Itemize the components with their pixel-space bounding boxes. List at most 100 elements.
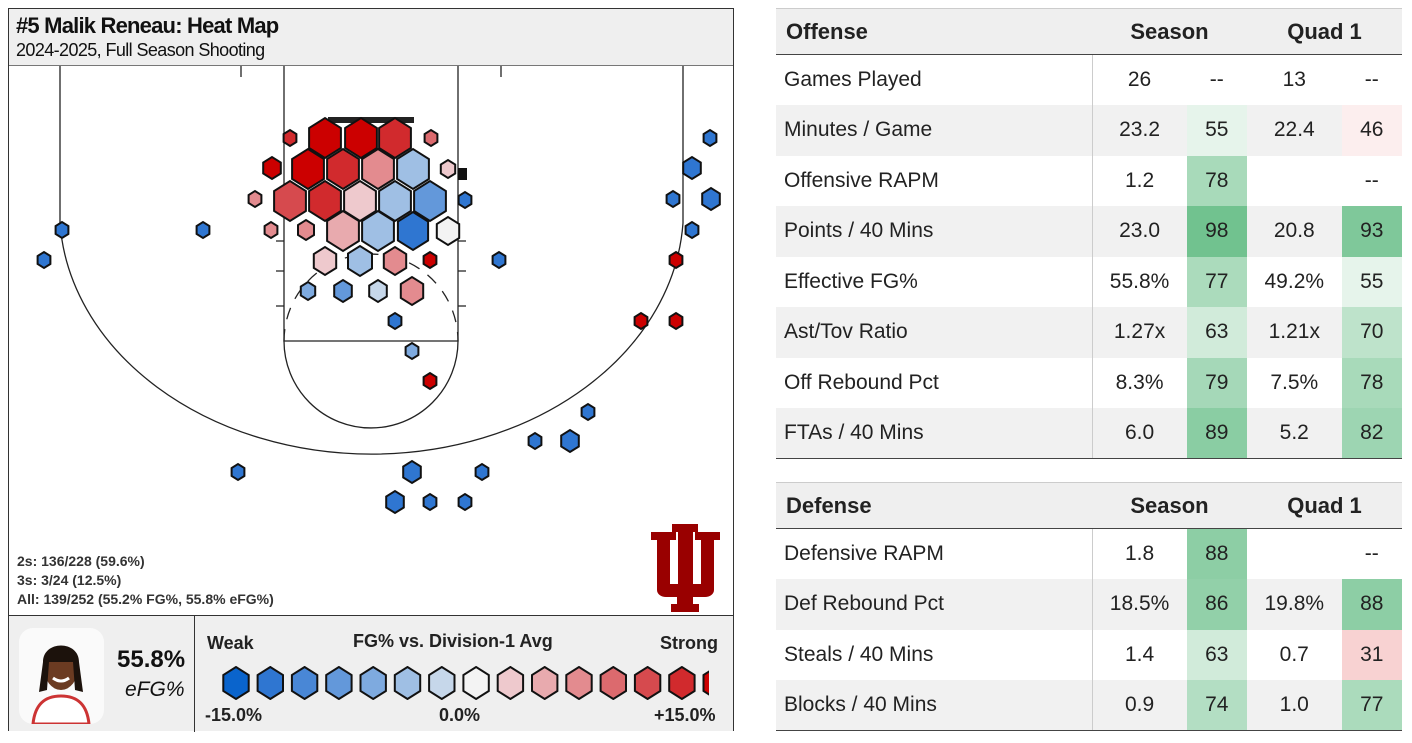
shot-hexagon [457,492,473,512]
shot-hexagon [422,371,438,391]
shot-hexagon [527,431,543,451]
page-title: #5 Malik Reneau: Heat Map [16,13,279,38]
season-percentile: 88 [1186,528,1247,579]
shot-hexagon [333,278,353,304]
shot-hexagon [344,116,378,160]
legend-hexagon [496,666,525,700]
stat-label: Blocks / 40 Mins [776,680,1093,731]
stat-label: Steals / 40 Mins [776,629,1093,680]
legend-hexagon [325,666,353,700]
season-percentile: 55 [1186,105,1247,156]
quad1-value: 5.2 [1246,408,1342,459]
quad1-percentile: 46 [1341,105,1402,156]
shot-hexagon [361,147,395,191]
season-value: 1.27x [1092,307,1187,358]
quad1-percentile: 93 [1341,206,1402,257]
season-percentile: -- [1209,68,1224,91]
section-header: Defense [776,482,1093,529]
shot-hexagon [682,155,702,181]
season-percentile: 63 [1186,629,1247,680]
season-value: 1.8 [1124,542,1155,565]
legend-hexagon [393,666,422,700]
legend-min: -15.0% [205,705,263,725]
shot-hexagon [361,209,395,253]
shot-hexagon [422,492,438,512]
section-header: Offense [776,8,1093,55]
shot-hexagon [396,147,430,191]
shot-hexagon [387,311,403,331]
season-value: 26 [1127,68,1152,91]
stat-label: Points / 40 Mins [776,206,1093,257]
quad1-percentile: -- [1364,542,1379,565]
shot-hexagon [702,128,718,148]
quad1-value: 49.2% [1264,269,1325,293]
shot-hexagon [439,158,457,180]
table-row: FTAs / 40 Mins 6.0 89 5.2 82 [776,408,1402,459]
legend-hexagon [599,666,627,700]
shot-hexagon [36,250,52,270]
table-header: Defense Season Quad 1 [776,482,1402,529]
table-row: Points / 40 Mins 23.0 98 20.8 93 [776,206,1402,257]
legend-max: +15.0% [654,705,716,725]
legend-footer: 55.8% eFG% Weak FG% vs. Division-1 Avg S… [9,615,733,732]
quad1-value: 0.7 [1279,642,1309,666]
shot-hexagon [457,190,473,210]
legend-hexagon [531,666,559,700]
quad1-percentile: 31 [1341,629,1402,680]
shot-hexagon [308,179,342,223]
season-value: 1.4 [1124,642,1155,666]
season-value: 23.2 [1092,105,1187,156]
season-percentile: 78 [1186,155,1247,206]
shot-hexagon [312,245,338,277]
quad1-percentile: -- [1364,168,1379,192]
season-header: Season [1092,482,1247,529]
shot-hexagon [423,128,439,148]
stat-label: Effective FG% [776,256,1093,307]
rim-marker [458,168,467,180]
quad1-percentile: -- [1364,68,1379,91]
legend-hexagon [222,666,250,700]
shot-hexagon [297,218,315,242]
quad1-value: 19.8% [1246,579,1342,630]
quad1-value: 1.0 [1246,680,1342,731]
stat-label: Minutes / Game [776,105,1093,156]
quad1-header: Quad 1 [1246,8,1402,55]
table-row: Def Rebound Pct 18.5% 86 19.8% 88 [776,579,1402,630]
shot-hexagon [291,147,325,191]
shot-hexagon [474,462,490,482]
quad1-percentile: 82 [1341,408,1402,459]
shot-hexagon [633,311,649,331]
stat-label: Games Played [776,54,1093,105]
shot-hexagon [385,489,405,515]
legend-hexagon [702,670,709,696]
shot-hexagon [491,250,507,270]
stat-label: Def Rebound Pct [776,579,1093,630]
quad1-percentile: 55 [1341,256,1402,307]
season-percentile: 86 [1186,579,1247,630]
table-row: Offensive RAPM 1.2 78 -- [776,155,1402,206]
shot-hexagon [308,116,342,160]
court-ticks [240,66,502,307]
shot-hexagon [404,341,420,361]
season-percentile: 98 [1186,206,1247,257]
shot-hexagon [247,189,263,209]
stat-label: Ast/Tov Ratio [776,307,1093,358]
season-value: 1.2 [1124,168,1155,192]
quad1-value [1247,529,1342,580]
table-header: Offense Season Quad 1 [776,8,1402,55]
quad1-value: 22.4 [1246,105,1342,156]
legend-hexagon [668,666,696,700]
shot-hexagon [668,250,684,270]
season-value: 8.3% [1115,370,1164,394]
season-value: 0.9 [1092,680,1187,731]
shot-hexagon [396,210,430,252]
shot-hexagon [282,128,298,148]
quad1-value: 20.8 [1246,206,1342,257]
quad1-percentile: 78 [1341,357,1402,408]
quad1-percentile: 77 [1341,680,1402,731]
player-headshot [19,628,104,726]
legend-hexagon [565,666,593,700]
shot-hexagon [382,245,408,277]
defense-table: Defense Season Quad 1 Defensive RAPM 1.8 88 --… [776,482,1402,731]
heat-map-header: #5 Malik Reneau: Heat Map 2024-2025, Ful… [9,9,733,66]
